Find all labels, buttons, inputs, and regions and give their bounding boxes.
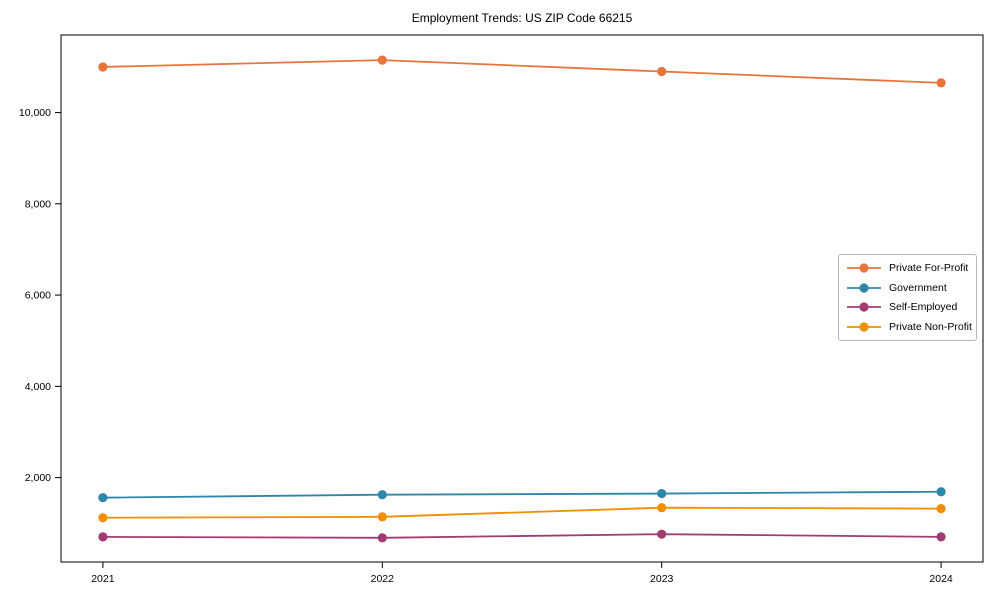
data-point-self-employed <box>657 529 667 539</box>
legend-item-private-for-profit: Private For-Profit <box>839 258 976 277</box>
data-point-private-non-profit <box>377 512 387 522</box>
data-point-self-employed <box>377 533 387 543</box>
x-axis-tick-label: 2021 <box>91 573 115 585</box>
data-point-government <box>98 493 108 503</box>
legend-sample-marker <box>859 322 869 332</box>
data-point-government <box>657 488 667 499</box>
legend-sample-marker <box>859 263 869 273</box>
legend-item-government: Government <box>839 278 976 297</box>
data-point-private-non-profit <box>936 504 946 514</box>
y-axis-tick-label: 8,000 <box>25 198 51 210</box>
x-axis-tick-label: 2024 <box>929 573 953 585</box>
legend-sample-marker <box>859 302 869 312</box>
legend-label: Private Non-Profit <box>889 321 972 334</box>
series-line-private-for-profit <box>102 59 942 84</box>
legend-line-sample-icon <box>847 263 881 273</box>
plot-frame <box>60 34 984 563</box>
series-line-self-employed <box>102 533 942 539</box>
legend-label: Self-Employed <box>889 301 958 314</box>
legend-line-sample-icon <box>847 283 881 293</box>
data-point-private-non-profit <box>657 503 667 513</box>
legend-sample-marker <box>859 283 869 293</box>
series-line-private-non-profit <box>102 506 942 519</box>
legend-line-sample-icon <box>847 322 881 332</box>
x-axis-tick-label: 2023 <box>650 573 674 585</box>
chart-title: Employment Trends: US ZIP Code 66215 <box>411 11 633 25</box>
y-axis-tick-label: 6,000 <box>25 290 51 302</box>
chart-legend: Private For-Profit Government Self-Employe… <box>838 254 977 341</box>
series-line-government <box>102 490 942 499</box>
legend-item-private-non-profit: Private Non-Profit <box>839 318 976 337</box>
data-point-government <box>377 490 387 500</box>
data-point-government <box>936 487 946 497</box>
y-axis-tick-label: 10,000 <box>19 107 51 119</box>
data-point-self-employed <box>936 532 946 542</box>
legend-label: Private For-Profit <box>889 261 969 274</box>
legend-label: Government <box>889 281 947 294</box>
legend-line-sample-icon <box>847 302 881 312</box>
x-axis-tick-label: 2022 <box>371 573 395 585</box>
data-point-self-employed <box>98 532 108 542</box>
data-point-private-for-profit <box>377 55 387 65</box>
data-point-private-for-profit <box>98 62 108 72</box>
y-axis-tick-label: 4,000 <box>25 381 51 393</box>
data-point-private-non-profit <box>98 513 108 523</box>
legend-item-self-employed: Self-Employed <box>839 298 976 317</box>
y-axis-tick-label: 2,000 <box>25 472 51 484</box>
data-point-private-for-profit <box>936 78 946 88</box>
data-point-private-for-profit <box>657 66 667 77</box>
